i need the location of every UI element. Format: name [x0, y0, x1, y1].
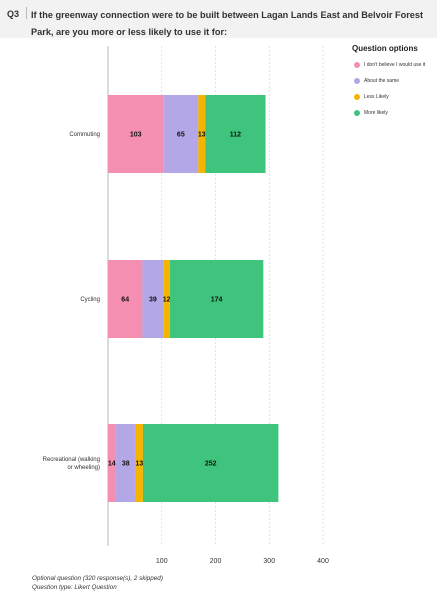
- bar-segment: [163, 260, 170, 338]
- x-tick-label: 300: [263, 558, 275, 565]
- bar-segment: [108, 95, 164, 173]
- legend-label: About the same: [364, 78, 400, 84]
- bar-segment: [205, 95, 266, 173]
- question-text: If the greenway connection were to be bu…: [31, 10, 424, 37]
- data-label: 14: [108, 461, 116, 468]
- data-label: 12: [163, 297, 171, 304]
- data-label: 174: [211, 297, 223, 304]
- legend-swatch: [354, 62, 360, 68]
- header-divider: [26, 7, 27, 19]
- data-label: 13: [198, 132, 206, 139]
- x-tick-label: 200: [210, 558, 222, 565]
- data-label: 13: [136, 461, 144, 468]
- data-label: 64: [121, 297, 129, 304]
- bar-segment: [198, 95, 206, 173]
- data-label: 252: [205, 461, 217, 468]
- legend-label: More likely: [364, 110, 388, 116]
- bar-segment: [142, 260, 164, 338]
- data-label: 103: [130, 132, 142, 139]
- category-label: Recreational (walking or wheeling): [43, 457, 100, 471]
- x-tick-label: 400: [317, 558, 329, 565]
- legend-label: I don't believe I would use it: [364, 62, 426, 68]
- bar-segment: [169, 260, 264, 338]
- data-label: 39: [149, 297, 157, 304]
- category-label: Cycling: [80, 297, 100, 303]
- category-label-line: Commuting: [69, 132, 100, 138]
- bar-segment: [115, 424, 136, 502]
- category-label-line: or wheeling): [67, 465, 100, 471]
- response-count-note: Optional question (320 response(s), 2 sk…: [32, 575, 163, 582]
- category-label-line: Cycling: [80, 297, 100, 303]
- bar-segment: [163, 95, 199, 173]
- x-tick-label: 100: [156, 558, 168, 565]
- category-label-line: Recreational (walking: [43, 457, 100, 463]
- question-type-note: Question type: Likert Question: [32, 584, 117, 591]
- legend-swatch: [354, 78, 360, 84]
- legend-title: Question options: [352, 44, 418, 53]
- question-header: Q3 If the greenway connection were to be…: [0, 0, 437, 38]
- legend-swatch: [354, 110, 360, 116]
- data-label: 38: [122, 461, 130, 468]
- bar-segment: [108, 424, 116, 502]
- legend-label: Less Likely: [364, 94, 389, 100]
- bar-segment: [135, 424, 143, 502]
- category-label: Commuting: [69, 132, 100, 138]
- data-label: 65: [177, 132, 185, 139]
- bar-segment: [108, 260, 143, 338]
- legend-swatch: [354, 94, 360, 100]
- bar-segment: [142, 424, 279, 502]
- data-label: 112: [230, 132, 241, 139]
- question-number: Q3: [7, 9, 20, 19]
